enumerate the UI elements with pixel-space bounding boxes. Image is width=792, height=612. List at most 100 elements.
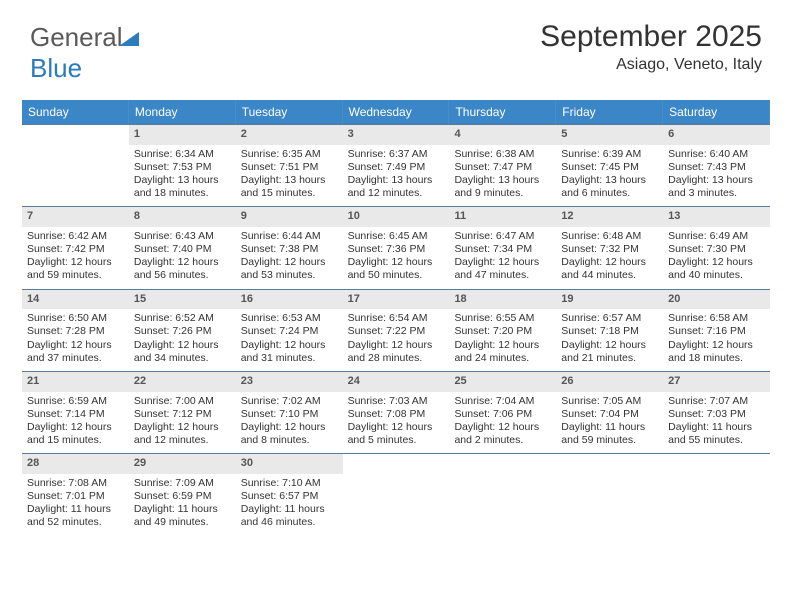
day-number: 22 (129, 372, 236, 392)
day-cell: 7Sunrise: 6:42 AMSunset: 7:42 PMDaylight… (22, 207, 129, 288)
day-details: Sunrise: 7:00 AMSunset: 7:12 PMDaylight:… (129, 392, 236, 454)
day-details: Sunrise: 6:55 AMSunset: 7:20 PMDaylight:… (449, 309, 556, 371)
sunset-line: Sunset: 7:01 PM (27, 490, 124, 503)
day-number: 10 (343, 207, 450, 227)
sunrise-line: Sunrise: 6:42 AM (27, 230, 124, 243)
sunset-line: Sunset: 7:36 PM (348, 243, 445, 256)
sunrise-line: Sunrise: 6:44 AM (241, 230, 338, 243)
day-details: Sunrise: 7:04 AMSunset: 7:06 PMDaylight:… (449, 392, 556, 454)
day-cell: 23Sunrise: 7:02 AMSunset: 7:10 PMDayligh… (236, 372, 343, 453)
day-details: Sunrise: 7:08 AMSunset: 7:01 PMDaylight:… (22, 474, 129, 536)
sunrise-line: Sunrise: 6:37 AM (348, 148, 445, 161)
sunrise-line: Sunrise: 7:10 AM (241, 477, 338, 490)
sunset-line: Sunset: 7:45 PM (561, 161, 658, 174)
day-cell: . (556, 454, 663, 535)
day-details: Sunrise: 6:43 AMSunset: 7:40 PMDaylight:… (129, 227, 236, 289)
weekday-header: Wednesday (343, 100, 450, 124)
logo: General Blue (30, 22, 141, 84)
day-details: Sunrise: 6:49 AMSunset: 7:30 PMDaylight:… (663, 227, 770, 289)
day-number: 11 (449, 207, 556, 227)
day-cell: 29Sunrise: 7:09 AMSunset: 6:59 PMDayligh… (129, 454, 236, 535)
sunset-line: Sunset: 7:53 PM (134, 161, 231, 174)
sunset-line: Sunset: 7:34 PM (454, 243, 551, 256)
sunset-line: Sunset: 7:08 PM (348, 408, 445, 421)
day-details: Sunrise: 6:44 AMSunset: 7:38 PMDaylight:… (236, 227, 343, 289)
day-details: Sunrise: 7:05 AMSunset: 7:04 PMDaylight:… (556, 392, 663, 454)
day-details: Sunrise: 6:47 AMSunset: 7:34 PMDaylight:… (449, 227, 556, 289)
day-cell: 8Sunrise: 6:43 AMSunset: 7:40 PMDaylight… (129, 207, 236, 288)
day-cell: 1 Sunrise: 6:34 AMSunset: 7:53 PMDaylight… (129, 125, 236, 206)
sunrise-line: Sunrise: 7:08 AM (27, 477, 124, 490)
day-number: 6 (663, 125, 770, 145)
day-cell: 5Sunrise: 6:39 AMSunset: 7:45 PMDaylight… (556, 125, 663, 206)
sunrise-line: Sunrise: 6:35 AM (241, 148, 338, 161)
daylight-line: Daylight: 13 hours and 18 minutes. (134, 174, 231, 200)
day-number: 25 (449, 372, 556, 392)
day-details: Sunrise: 6:54 AMSunset: 7:22 PMDaylight:… (343, 309, 450, 371)
day-details: Sunrise: 6:37 AMSunset: 7:49 PMDaylight:… (343, 145, 450, 207)
logo-triangle-icon (119, 30, 141, 48)
day-cell: . (449, 454, 556, 535)
day-cell: 25Sunrise: 7:04 AMSunset: 7:06 PMDayligh… (449, 372, 556, 453)
weekday-header: Friday (556, 100, 663, 124)
sunrise-line: Sunrise: 6:43 AM (134, 230, 231, 243)
day-number: 1 (129, 125, 236, 145)
sunrise-line: Sunrise: 6:34 AM (134, 148, 231, 161)
day-cell: . (663, 454, 770, 535)
daylight-line: Daylight: 12 hours and 28 minutes. (348, 339, 445, 365)
daylight-line: Daylight: 12 hours and 8 minutes. (241, 421, 338, 447)
day-details: Sunrise: 6:52 AMSunset: 7:26 PMDaylight:… (129, 309, 236, 371)
day-details: Sunrise: 6:35 AMSunset: 7:51 PMDaylight:… (236, 145, 343, 207)
day-cell: . (22, 125, 129, 206)
daylight-line: Daylight: 11 hours and 52 minutes. (27, 503, 124, 529)
day-number: 19 (556, 290, 663, 310)
sunrise-line: Sunrise: 7:09 AM (134, 477, 231, 490)
daylight-line: Daylight: 12 hours and 47 minutes. (454, 256, 551, 282)
day-number: 24 (343, 372, 450, 392)
day-cell: 13Sunrise: 6:49 AMSunset: 7:30 PMDayligh… (663, 207, 770, 288)
daylight-line: Daylight: 12 hours and 40 minutes. (668, 256, 765, 282)
sunset-line: Sunset: 7:49 PM (348, 161, 445, 174)
day-number: 30 (236, 454, 343, 474)
sunrise-line: Sunrise: 6:38 AM (454, 148, 551, 161)
sunrise-line: Sunrise: 6:55 AM (454, 312, 551, 325)
daylight-line: Daylight: 12 hours and 12 minutes. (134, 421, 231, 447)
sunrise-line: Sunrise: 7:00 AM (134, 395, 231, 408)
day-number: 8 (129, 207, 236, 227)
day-number: 15 (129, 290, 236, 310)
day-cell: 24Sunrise: 7:03 AMSunset: 7:08 PMDayligh… (343, 372, 450, 453)
sunset-line: Sunset: 7:20 PM (454, 325, 551, 338)
month-title: September 2025 (540, 20, 762, 54)
sunset-line: Sunset: 7:40 PM (134, 243, 231, 256)
day-details: Sunrise: 6:59 AMSunset: 7:14 PMDaylight:… (22, 392, 129, 454)
daylight-line: Daylight: 12 hours and 24 minutes. (454, 339, 551, 365)
day-number: 21 (22, 372, 129, 392)
sunset-line: Sunset: 7:28 PM (27, 325, 124, 338)
day-number: 14 (22, 290, 129, 310)
day-cell: 10Sunrise: 6:45 AMSunset: 7:36 PMDayligh… (343, 207, 450, 288)
daylight-line: Daylight: 12 hours and 34 minutes. (134, 339, 231, 365)
sunrise-line: Sunrise: 6:40 AM (668, 148, 765, 161)
sunset-line: Sunset: 7:22 PM (348, 325, 445, 338)
day-details: Sunrise: 6:38 AMSunset: 7:47 PMDaylight:… (449, 145, 556, 207)
day-details: Sunrise: 6:39 AMSunset: 7:45 PMDaylight:… (556, 145, 663, 207)
daylight-line: Daylight: 13 hours and 3 minutes. (668, 174, 765, 200)
day-number: 18 (449, 290, 556, 310)
sunset-line: Sunset: 7:14 PM (27, 408, 124, 421)
sunset-line: Sunset: 7:47 PM (454, 161, 551, 174)
sunset-line: Sunset: 7:04 PM (561, 408, 658, 421)
sunrise-line: Sunrise: 6:50 AM (27, 312, 124, 325)
day-cell: 26Sunrise: 7:05 AMSunset: 7:04 PMDayligh… (556, 372, 663, 453)
day-number: 27 (663, 372, 770, 392)
day-cell: 30Sunrise: 7:10 AMSunset: 6:57 PMDayligh… (236, 454, 343, 535)
day-details: Sunrise: 6:45 AMSunset: 7:36 PMDaylight:… (343, 227, 450, 289)
day-number: 4 (449, 125, 556, 145)
daylight-line: Daylight: 12 hours and 53 minutes. (241, 256, 338, 282)
day-number: 3 (343, 125, 450, 145)
day-number: 26 (556, 372, 663, 392)
sunset-line: Sunset: 7:38 PM (241, 243, 338, 256)
daylight-line: Daylight: 11 hours and 55 minutes. (668, 421, 765, 447)
daylight-line: Daylight: 11 hours and 59 minutes. (561, 421, 658, 447)
sunrise-line: Sunrise: 6:45 AM (348, 230, 445, 243)
day-cell: 18Sunrise: 6:55 AMSunset: 7:20 PMDayligh… (449, 290, 556, 371)
